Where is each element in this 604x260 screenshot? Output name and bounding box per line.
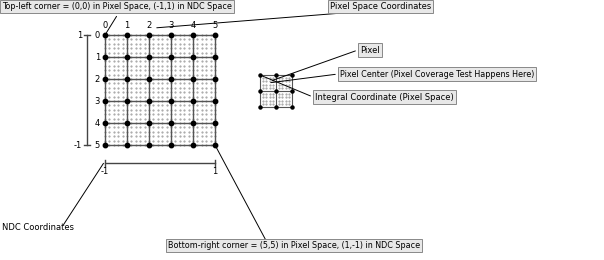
Text: 1: 1 — [95, 53, 100, 62]
Text: 4: 4 — [190, 21, 196, 30]
Text: -1: -1 — [74, 140, 82, 150]
Text: 5: 5 — [95, 140, 100, 150]
Text: Pixel Center (Pixel Coverage Test Happens Here): Pixel Center (Pixel Coverage Test Happen… — [340, 69, 535, 79]
Text: 3: 3 — [169, 21, 174, 30]
Text: Integral Coordinate (Pixel Space): Integral Coordinate (Pixel Space) — [315, 93, 454, 101]
Text: 0: 0 — [102, 21, 108, 30]
Text: 1: 1 — [124, 21, 130, 30]
Text: 5: 5 — [213, 21, 217, 30]
Text: NDC Coordinates: NDC Coordinates — [2, 224, 74, 232]
Text: Bottom-right corner = (5,5) in Pixel Space, (1,-1) in NDC Space: Bottom-right corner = (5,5) in Pixel Spa… — [168, 241, 420, 250]
Text: 1: 1 — [213, 167, 217, 176]
Text: Pixel Space Coordinates: Pixel Space Coordinates — [330, 2, 431, 11]
Text: 4: 4 — [95, 119, 100, 127]
Text: Top-left corner = (0,0) in Pixel Space, (-1,1) in NDC Space: Top-left corner = (0,0) in Pixel Space, … — [2, 2, 232, 11]
Text: 1: 1 — [77, 30, 82, 40]
Text: 2: 2 — [146, 21, 152, 30]
Text: 2: 2 — [95, 75, 100, 83]
Text: -1: -1 — [101, 167, 109, 176]
Text: 0: 0 — [95, 30, 100, 40]
Text: 3: 3 — [95, 96, 100, 106]
Text: Pixel: Pixel — [360, 46, 380, 55]
